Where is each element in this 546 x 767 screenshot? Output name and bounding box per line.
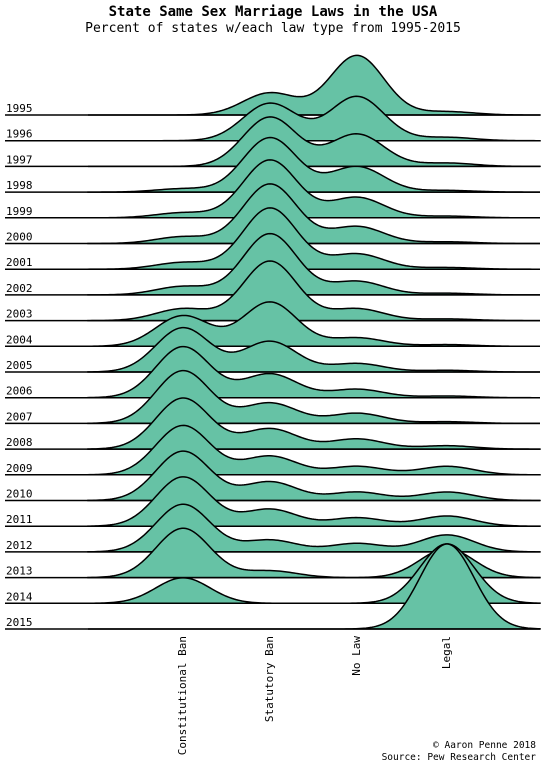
year-label: 2014 xyxy=(6,590,33,603)
year-label: 2003 xyxy=(6,308,33,321)
year-label: 2011 xyxy=(6,513,33,526)
year-label: 2007 xyxy=(6,410,33,423)
ridge xyxy=(87,207,541,270)
ridge xyxy=(87,183,541,245)
year-label: 1998 xyxy=(6,179,33,192)
ridge xyxy=(87,136,541,193)
year-label: 2004 xyxy=(6,333,33,346)
year-label: 2010 xyxy=(6,488,33,501)
year-label: 1997 xyxy=(6,153,33,166)
credit: © Aaron Penne 2018 xyxy=(433,740,536,751)
chart-title: State Same Sex Marriage Laws in the USA xyxy=(109,4,438,20)
ridge xyxy=(88,54,541,116)
year-label: 2015 xyxy=(6,616,33,629)
x-tick-label: Statutory Ban xyxy=(263,636,276,722)
year-label: 2006 xyxy=(6,385,33,398)
ridge xyxy=(87,159,541,219)
source: Source: Pew Research Center xyxy=(382,752,537,763)
year-label: 1996 xyxy=(6,128,33,141)
x-tick-label: Legal xyxy=(440,636,453,669)
year-label: 2005 xyxy=(6,359,33,372)
year-label: 2012 xyxy=(6,539,33,552)
year-label: 1995 xyxy=(6,102,33,115)
year-label: 2002 xyxy=(6,282,33,295)
year-label: 2001 xyxy=(6,256,33,269)
year-label: 2013 xyxy=(6,565,33,578)
ridge xyxy=(87,260,541,322)
x-tick-label: No Law xyxy=(350,636,363,676)
year-label: 1999 xyxy=(6,205,33,218)
year-label: 2009 xyxy=(6,462,33,475)
x-tick-label: Constitutional Ban xyxy=(176,636,189,755)
year-label: 2008 xyxy=(6,436,33,449)
year-label: 2000 xyxy=(6,231,33,244)
ridge xyxy=(87,232,541,296)
chart-subtitle: Percent of states w/each law type from 1… xyxy=(85,21,461,36)
